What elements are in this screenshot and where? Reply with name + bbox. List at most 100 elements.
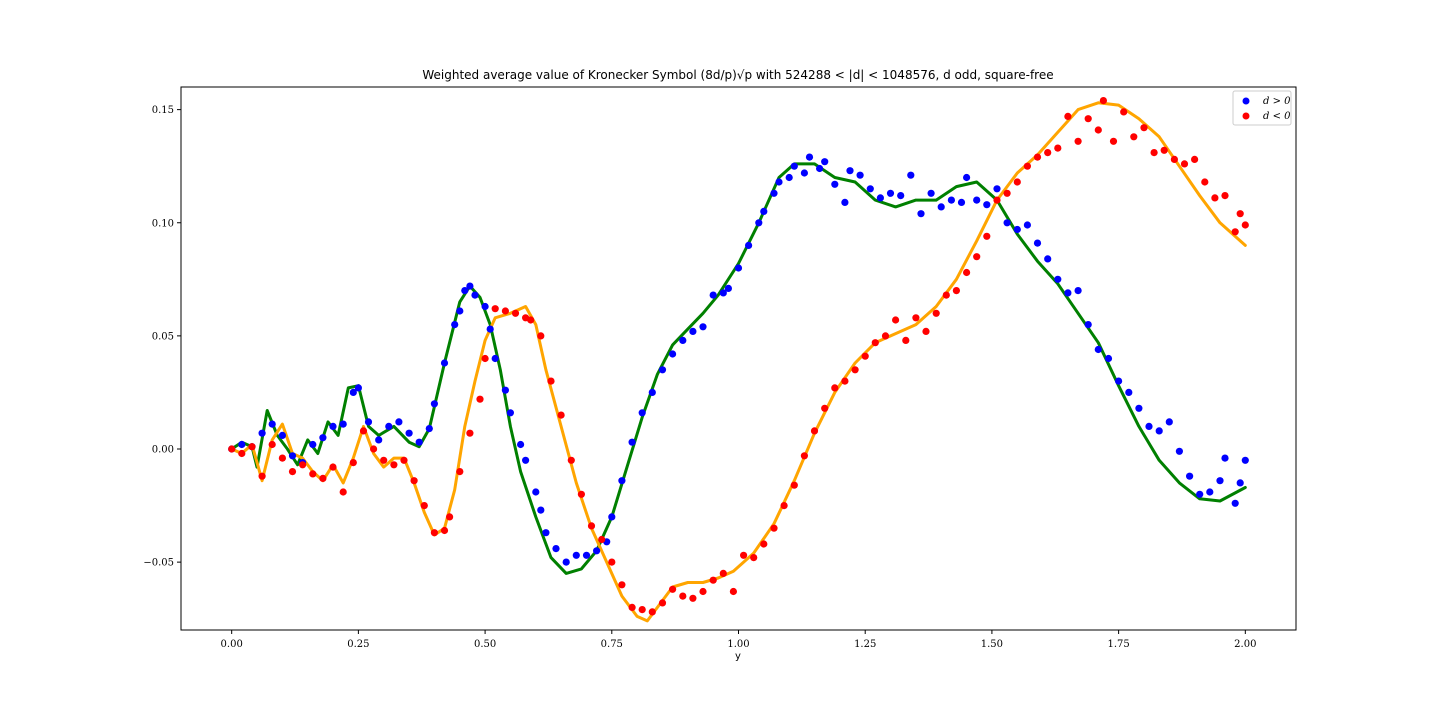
x-tick-label: 0.00 — [221, 639, 243, 650]
point-d-neg — [963, 268, 971, 277]
point-d-neg — [770, 524, 778, 532]
point-d-pos — [481, 302, 489, 311]
point-d-neg — [1094, 126, 1102, 134]
point-d-neg — [973, 253, 981, 261]
point-d-neg — [689, 594, 697, 602]
point-d-neg — [1180, 160, 1189, 168]
point-d-pos — [466, 282, 474, 290]
x-tick-label: 0.25 — [347, 639, 369, 650]
x-tick-label: 1.25 — [854, 639, 876, 650]
point-d-pos — [841, 198, 849, 206]
point-d-pos — [927, 189, 935, 197]
point-d-neg — [1160, 146, 1168, 154]
point-d-neg — [618, 581, 626, 589]
point-d-neg — [1054, 144, 1062, 152]
legend-marker-d-pos — [1242, 97, 1250, 105]
point-d-neg — [587, 522, 596, 530]
point-d-neg — [892, 316, 900, 324]
point-d-pos — [1115, 377, 1123, 385]
point-d-neg — [329, 463, 337, 471]
y-tick-label: 0.15 — [152, 105, 174, 116]
point-d-pos — [1064, 289, 1072, 297]
point-d-pos — [866, 185, 874, 193]
point-d-neg — [491, 305, 499, 313]
point-d-pos — [886, 189, 895, 197]
point-d-neg — [248, 443, 256, 451]
point-d-neg — [669, 585, 677, 593]
point-d-neg — [922, 327, 930, 335]
point-d-pos — [537, 506, 545, 514]
point-d-pos — [1074, 287, 1082, 295]
point-d-neg — [1221, 192, 1229, 200]
x-axis-label: y — [735, 651, 741, 662]
point-d-neg — [740, 551, 748, 559]
chart-title: Weighted average value of Kronecker Symb… — [422, 68, 1053, 82]
point-d-pos — [648, 388, 656, 396]
point-d-pos — [1044, 255, 1052, 263]
point-d-pos — [1013, 225, 1021, 234]
point-d-neg — [466, 429, 474, 437]
point-d-neg — [1150, 149, 1158, 157]
point-d-neg — [760, 540, 768, 548]
point-d-pos — [385, 422, 393, 430]
point-d-pos — [755, 219, 763, 227]
point-d-pos — [658, 366, 667, 374]
point-d-pos — [983, 201, 991, 209]
point-d-pos — [552, 545, 560, 553]
point-d-neg — [268, 440, 276, 449]
point-d-neg — [709, 576, 717, 584]
point-d-pos — [522, 456, 530, 464]
point-d-pos — [425, 425, 433, 433]
legend-label-d-neg: d < 0 — [1263, 111, 1291, 122]
point-d-pos — [1186, 472, 1194, 480]
point-layer — [228, 97, 1249, 616]
point-d-neg — [1044, 149, 1052, 157]
point-d-pos — [917, 210, 925, 218]
point-d-pos — [800, 169, 809, 177]
point-d-pos — [238, 440, 246, 449]
point-d-pos — [897, 192, 905, 200]
point-d-pos — [415, 438, 423, 446]
point-d-pos — [1175, 447, 1183, 455]
point-d-neg — [1170, 155, 1178, 163]
point-d-neg — [430, 529, 438, 537]
point-d-pos — [268, 420, 276, 428]
point-d-pos — [501, 386, 509, 394]
point-d-neg — [567, 456, 575, 464]
point-d-neg — [932, 309, 940, 317]
point-d-pos — [699, 323, 707, 331]
point-d-neg — [476, 395, 484, 403]
point-d-pos — [1094, 345, 1102, 354]
point-d-pos — [1084, 321, 1092, 329]
y-tick-label: 0.05 — [152, 331, 174, 342]
point-d-pos — [354, 384, 362, 392]
point-d-neg — [446, 513, 454, 521]
point-d-neg — [557, 411, 565, 419]
point-d-pos — [1155, 427, 1163, 435]
point-d-pos — [278, 431, 286, 439]
y-tick-label: 0.00 — [152, 445, 174, 456]
point-d-neg — [258, 472, 266, 480]
point-d-pos — [856, 171, 864, 179]
point-d-neg — [1003, 189, 1011, 197]
legend: d > 0 d < 0 — [1232, 90, 1292, 126]
point-d-pos — [963, 173, 971, 182]
point-d-pos — [1196, 490, 1204, 498]
point-d-pos — [1033, 239, 1042, 247]
point-d-pos — [709, 291, 717, 299]
point-d-pos — [456, 307, 464, 315]
point-d-pos — [1241, 456, 1249, 464]
point-d-neg — [983, 232, 991, 240]
point-d-pos — [816, 164, 824, 173]
point-d-pos — [821, 158, 829, 166]
point-d-pos — [1221, 454, 1229, 462]
fit-curve-d-neg — [230, 101, 1247, 623]
point-d-pos — [1003, 219, 1011, 227]
point-d-neg — [831, 384, 839, 392]
point-d-pos — [937, 203, 945, 211]
point-d-neg — [1109, 137, 1118, 145]
point-d-neg — [648, 608, 656, 616]
point-d-pos — [785, 173, 793, 182]
point-d-neg — [780, 502, 788, 510]
